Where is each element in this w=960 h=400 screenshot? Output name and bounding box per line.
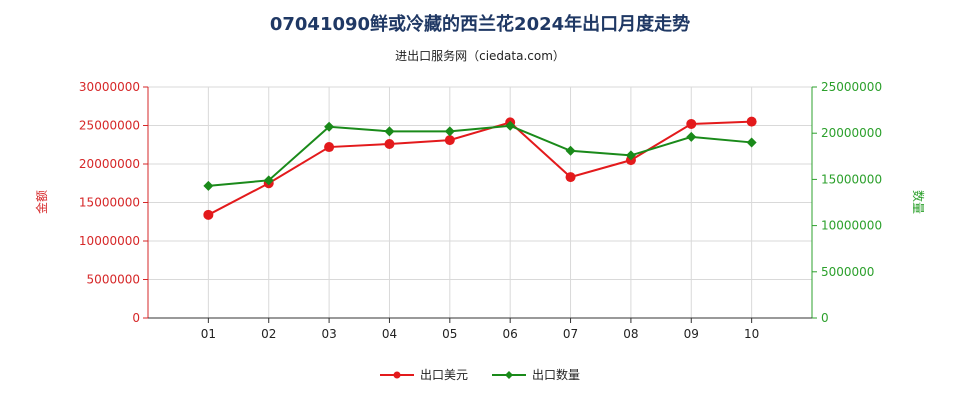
data-point-series-1[interactable] [505,120,516,131]
chart-title: 07041090鲜或冷藏的西兰花2024年出口月度走势 [269,14,691,35]
y-left-tick-label: 25000000 [79,119,140,133]
data-point-series-0[interactable] [565,172,576,183]
legend-item-series-0[interactable]: 出口美元 [379,366,468,383]
x-tick-label: 02 [261,327,276,341]
axes: 0 5000000 10000000 15000000 20000000 25000000… [79,80,882,341]
data-point-series-0[interactable] [746,116,757,127]
x-tick-label: 10 [744,327,759,341]
legend-item-series-1[interactable]: 出口数量 [492,366,580,383]
series-line-0 [207,120,752,216]
x-tick-label: 07 [563,327,578,341]
x-tick-label: 06 [503,327,518,341]
y-right-tick-label: 20000000 [821,126,882,140]
legend: 出口美元 出口数量 [0,366,960,383]
x-tick-label: 08 [623,327,638,341]
y-right-tick-label: 10000000 [821,219,882,233]
legend-label-series-1: 出口数量 [532,368,581,382]
y-left-tick-label: 10000000 [79,234,140,248]
y-right-tick-label: 15000000 [821,172,882,186]
x-tick-label: 03 [321,327,336,341]
y-left-tick-label: 0 [132,311,140,325]
y-axis-label-left: 金额 [34,190,49,214]
data-point-series-1[interactable] [565,145,576,156]
data-point-series-1[interactable] [324,121,335,132]
legend-marker-series-1 [492,370,526,379]
x-tick-label: 09 [684,327,699,341]
legend-label-series-0: 出口美元 [419,368,468,382]
data-point-series-1[interactable] [625,150,636,161]
x-tick-label: 01 [201,327,216,341]
data-point-series-1[interactable] [384,126,395,137]
y-left-tick-label: 15000000 [79,196,140,210]
data-point-series-1[interactable] [203,180,214,191]
x-tick-label: 04 [382,327,397,341]
grid [147,86,813,319]
x-tick-label: 05 [442,327,457,341]
y-right-tick-label: 5000000 [821,265,874,279]
legend-marker-series-0 [379,371,414,378]
data-point-series-0[interactable] [686,118,697,129]
y-right-tick-label: 0 [821,311,829,325]
chart-subtitle: 进出口服务网（ciedata.com） [395,49,565,63]
data-point-series-0[interactable] [384,138,395,149]
series-line-1 [208,124,752,187]
series-layer [203,116,757,220]
y-right-tick-label: 25000000 [821,80,882,94]
data-point-series-1[interactable] [686,131,697,142]
y-left-tick-label: 5000000 [87,273,140,287]
data-point-series-0[interactable] [444,135,455,146]
data-point-series-1[interactable] [444,126,455,137]
y-axis-label-right: 数量 [911,190,926,214]
y-left-tick-label: 20000000 [79,157,140,171]
data-point-series-1[interactable] [263,175,274,186]
data-point-series-0[interactable] [324,142,335,153]
data-point-series-1[interactable] [746,137,757,148]
y-left-tick-label: 30000000 [79,80,140,94]
data-point-series-0[interactable] [203,209,214,220]
